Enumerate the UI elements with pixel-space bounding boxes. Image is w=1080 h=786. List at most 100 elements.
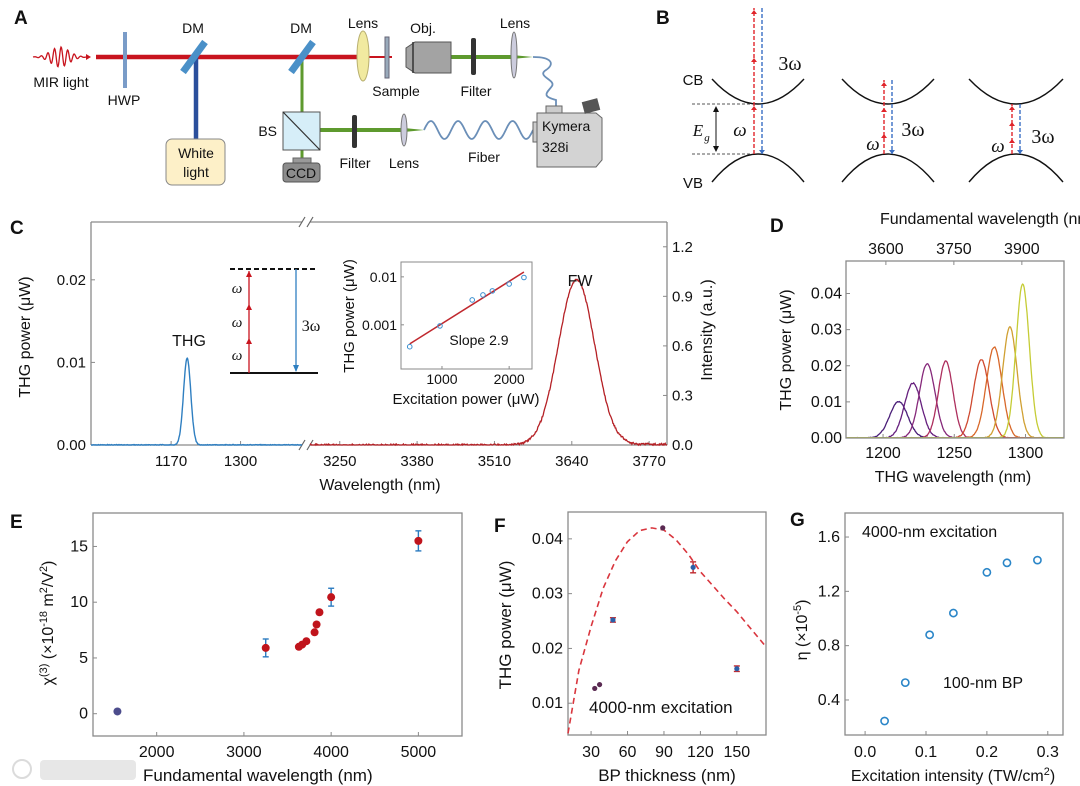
band-gap-label: E	[692, 121, 704, 140]
panel-label: F	[494, 516, 506, 537]
label-part: η (×10	[794, 614, 811, 660]
label-part: χ	[40, 676, 57, 685]
data-point	[327, 593, 336, 602]
data-point	[610, 617, 616, 623]
excitation-annotation: 4000-nm excitation	[862, 524, 997, 541]
spectrometer-port	[545, 105, 563, 114]
y-axis-label: η (×10-5)	[792, 600, 811, 661]
arrow-head-icon	[1009, 139, 1015, 143]
valence-band-curve	[711, 153, 805, 183]
y-axis-label: THG power (μW)	[17, 276, 34, 397]
y-tick-label: 0.03	[532, 586, 563, 603]
x-tick-label-top: 3750	[936, 241, 972, 258]
x-axis-label: Fundamental wavelength (nm)	[143, 766, 373, 785]
y-tick-label-right: 0.3	[672, 387, 693, 404]
label-part: /V	[40, 572, 57, 587]
watermark-icon	[12, 759, 32, 779]
x-tick-label: 0.3	[1037, 744, 1059, 761]
omega-label: ω	[733, 120, 746, 141]
arrow-head-icon	[246, 338, 252, 344]
three-omega-label: 3ω	[302, 318, 321, 335]
data-point	[925, 630, 935, 640]
x-tick-label: 2000	[139, 744, 175, 761]
panel-label: A	[14, 8, 28, 29]
top-axis-label: Fundamental wavelength (nm)	[880, 211, 1080, 228]
x-axis-label: BP thickness (nm)	[598, 766, 736, 785]
y-tick-label: 15	[70, 538, 88, 555]
dichroic-mirror-icon	[180, 39, 208, 75]
y-tick-label-right: 0.9	[672, 288, 693, 305]
y-tick-label: 0.02	[811, 358, 842, 375]
arrow-head-icon	[246, 304, 252, 310]
beam-splitter-diagonal	[282, 111, 321, 151]
omega-label: ω	[232, 281, 243, 297]
arrow-head-icon	[881, 82, 887, 86]
setup-label-fiber: Fiber	[468, 149, 500, 165]
x-tick-label: 60	[619, 744, 637, 761]
y-tick-label-right: 0.0	[672, 437, 693, 454]
y-tick-label: 0.02	[532, 640, 563, 657]
lens-icon	[510, 31, 518, 79]
inset-power-dependence: 1000 2000 0.001 0.01 Slope 2.9 Excitation pow…	[341, 259, 540, 408]
y-tick-label: 0.001	[362, 317, 397, 333]
data-point	[660, 525, 666, 531]
three-omega-label: 3ω	[778, 53, 801, 75]
omega-label: ω	[232, 315, 243, 331]
setup-label-lens-top-2: Lens	[500, 15, 530, 31]
fw-spectrum-line	[309, 278, 668, 447]
setup-label-white-light-1: White	[178, 145, 214, 161]
arrow-head-icon	[1017, 150, 1023, 154]
arrow-head-icon	[759, 150, 765, 154]
setup-label-lens-top-1: Lens	[348, 15, 378, 31]
superscript: 2	[38, 566, 50, 572]
slope-annotation: Slope 2.9	[449, 332, 508, 348]
x-tick-label: 1250	[936, 445, 972, 462]
panel-label: D	[770, 216, 784, 237]
y-tick-label: 0.01	[57, 354, 86, 371]
setup-label-sample: Sample	[372, 83, 420, 99]
x-axis-label: THG wavelength (nm)	[875, 469, 1032, 486]
label-part: )	[1050, 768, 1055, 785]
arrow-head-icon	[86, 54, 91, 60]
plot-frame	[844, 512, 1064, 736]
x-tick-label: 3250	[323, 453, 356, 470]
x-tick-label: 3510	[478, 453, 511, 470]
x-axis-label: Excitation intensity (TW/cm2)	[851, 766, 1055, 785]
white-light-source-icon	[165, 138, 226, 186]
fiber-icon	[423, 120, 534, 140]
x-tick-label: 1200	[865, 445, 901, 462]
y-tick-label: 0.04	[532, 531, 563, 548]
y-tick-label: 0.02	[57, 272, 86, 289]
data-point	[596, 681, 603, 688]
ccd-camera-icon	[282, 162, 321, 183]
band-diagrams: CB VB E g 3ω 3ω 3ω ω ω ω	[683, 8, 1064, 192]
setup-label-obj: Obj.	[410, 20, 436, 36]
label-part: )	[794, 600, 811, 605]
data-point	[734, 666, 740, 672]
x-tick-label: 0.1	[915, 744, 937, 761]
arrow-head-icon	[881, 108, 887, 112]
y-tick-label-right: 0.6	[672, 338, 693, 355]
valence-band-curve	[968, 153, 1064, 183]
y-tick-label: 0	[79, 706, 88, 723]
panel-label: B	[656, 8, 670, 29]
data-point	[312, 620, 321, 629]
x-tick-label: 3770	[632, 453, 665, 470]
y-tick-label: 1.6	[818, 529, 840, 546]
y-axis-label-right: Intensity (a.u.)	[699, 279, 716, 380]
y-tick-label: 0.8	[818, 638, 840, 655]
x-axis-label: Wavelength (nm)	[319, 477, 440, 494]
arrow-head-icon	[246, 271, 252, 277]
chart-c: 1170 1300 3250 3380 3510 3640 37700.000.010.02…	[17, 216, 716, 494]
arrow-head-icon	[751, 10, 757, 14]
y-tick-label: 0.00	[57, 437, 86, 454]
objective-icon	[405, 41, 452, 74]
conduction-band-curve	[711, 78, 805, 105]
cb-label: CB	[683, 72, 704, 89]
data-point	[1033, 555, 1042, 565]
three-omega-label: 3ω	[1031, 126, 1054, 148]
x-tick-label: 1300	[1008, 445, 1044, 462]
setup-label-lens-bottom: Lens	[389, 155, 419, 171]
